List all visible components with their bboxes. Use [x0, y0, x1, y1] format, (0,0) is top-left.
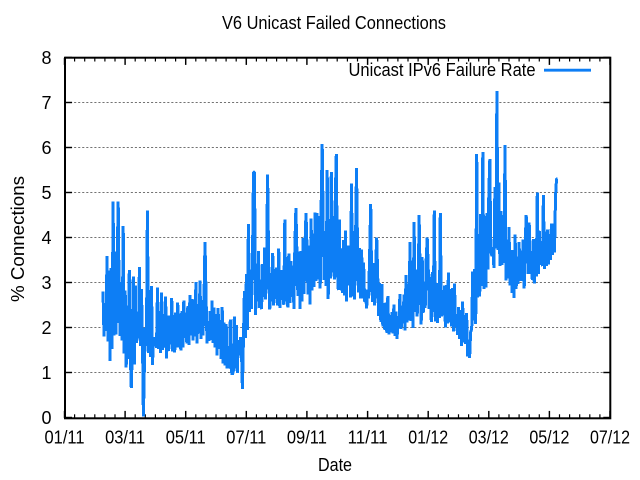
svg-text:01/12: 01/12 [408, 428, 448, 448]
svg-text:1: 1 [41, 363, 51, 383]
svg-text:2: 2 [41, 318, 51, 338]
svg-text:7: 7 [41, 93, 51, 113]
svg-text:Date: Date [318, 455, 352, 475]
svg-text:07/12: 07/12 [590, 428, 630, 448]
svg-text:Unicast IPv6 Failure Rate: Unicast IPv6 Failure Rate [349, 60, 536, 80]
svg-text:05/12: 05/12 [529, 428, 569, 448]
svg-text:5: 5 [41, 183, 51, 203]
svg-text:03/12: 03/12 [469, 428, 509, 448]
svg-text:4: 4 [41, 228, 51, 248]
svg-text:V6 Unicast Failed Connections: V6 Unicast Failed Connections [222, 13, 446, 33]
svg-text:% Connections: % Connections [8, 176, 28, 302]
svg-text:6: 6 [41, 138, 51, 158]
svg-text:11/11: 11/11 [348, 428, 388, 448]
svg-text:0: 0 [41, 408, 51, 428]
svg-text:3: 3 [41, 273, 51, 293]
svg-text:05/11: 05/11 [166, 428, 206, 448]
svg-text:07/11: 07/11 [226, 428, 266, 448]
svg-text:09/11: 09/11 [287, 428, 327, 448]
svg-text:01/11: 01/11 [45, 428, 85, 448]
svg-text:8: 8 [41, 48, 51, 68]
svg-text:03/11: 03/11 [105, 428, 145, 448]
